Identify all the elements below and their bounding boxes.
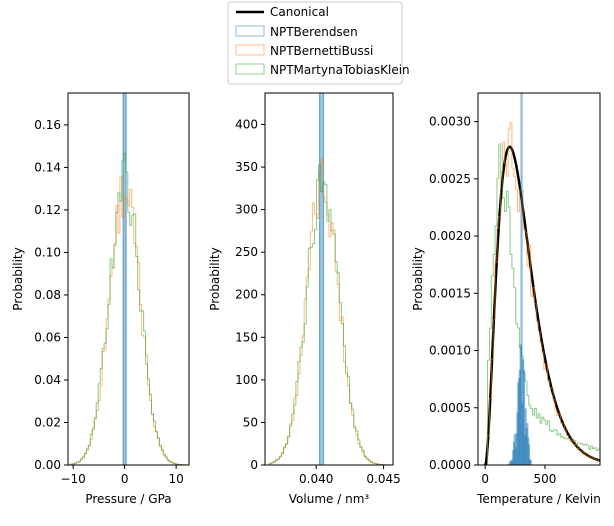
volume-y-tick-label: 0 (250, 458, 258, 472)
volume-series-nptmartyna-tobias-klein (268, 164, 393, 465)
pressure-y-tick-label: 0.12 (34, 203, 61, 217)
volume-y-tick-label: 250 (235, 245, 258, 259)
volume-y-tick-label: 50 (243, 415, 258, 429)
pressure-series-nptberendsen (122, 93, 127, 465)
volume-axes-frame (264, 92, 394, 466)
volume-series-nptberendsen (319, 93, 325, 465)
temperature-y-tick-label: 0.0025 (429, 172, 471, 186)
legend-label-canonical: Canonical (270, 5, 329, 19)
temperature-series-nptberendsen-bin (527, 444, 531, 465)
pressure-series-nptmartyna-tobias-klein (70, 153, 189, 465)
volume-x-axis-label: Volume / nm³ (289, 492, 370, 506)
volume-y-tick-label: 350 (235, 160, 258, 174)
legend-label-npt-bernetti-bussi: NPTBernettiBussi (270, 44, 373, 58)
temperature-series-nptberendsen-bin (520, 93, 523, 465)
temperature-series-nptberendsen-bin (529, 459, 532, 465)
legend-frame (227, 1, 403, 85)
legend-swatch-npt-martyna-tobias-klein (235, 63, 265, 75)
temperature-y-tick-label: 0.0000 (429, 458, 471, 472)
temperature-series-nptberendsen-bin (522, 369, 526, 465)
pressure-panel: −10 0 10 0.00 0.02 0.04 0.06 0.08 0.10 0.12 0.14 0.… (11, 92, 190, 506)
legend-label-npt-martyna-tobias-klein: NPTMartynaTobiasKlein (270, 63, 410, 77)
pressure-x-tick-label: 0 (121, 472, 129, 486)
temperature-plot-area (484, 93, 600, 465)
legend-swatch-npt-bernetti-bussi (235, 44, 265, 56)
pressure-y-tick-label: 0.10 (34, 245, 61, 259)
volume-y-tick-label: 300 (235, 203, 258, 217)
legend-swatch-npt-berendsen (235, 25, 265, 37)
volume-x-tick-label: 0.045 (366, 472, 400, 486)
pressure-y-axis-label: Probability (11, 247, 25, 310)
temperature-x-tick-label: 0 (481, 472, 489, 486)
temperature-y-tick-label: 0.0010 (429, 344, 471, 358)
pressure-x-tick-label: −10 (60, 472, 85, 486)
legend: Canonical NPTBerendsen NPTBernettiBussi … (227, 1, 410, 85)
legend-label-npt-berendsen: NPTBerendsen (270, 25, 358, 39)
volume-y-tick-label: 400 (235, 117, 258, 131)
temperature-series-nptmartyna-tobias-klein (487, 143, 600, 465)
pressure-x-axis-label: Pressure / GPa (85, 492, 171, 506)
temperature-y-tick-label: 0.0005 (429, 401, 471, 415)
temperature-y-tick-label: 0.0030 (429, 115, 471, 129)
volume-panel: 0.040 0.045 0 50 100 150 200 250 300 350 400 Volume… (208, 92, 401, 506)
volume-x-tick-label: 0.040 (299, 472, 333, 486)
pressure-y-tick-label: 0.00 (34, 458, 61, 472)
volume-y-tick-label: 200 (235, 288, 258, 302)
pressure-y-tick-label: 0.08 (34, 288, 61, 302)
volume-plot-area (268, 93, 393, 465)
volume-y-tick-label: 150 (235, 330, 258, 344)
pressure-y-tick-label: 0.14 (34, 160, 61, 174)
temperature-panel: 0 500 0.0000 0.0005 0.0010 0.0015 0.0020 0.0025… (411, 92, 601, 506)
pressure-y-tick-label: 0.16 (34, 118, 61, 132)
temperature-y-axis-label: Probability (411, 247, 425, 310)
volume-y-tick-label: 100 (235, 373, 258, 387)
pressure-axes-frame (67, 92, 190, 466)
temperature-x-tick-label: 500 (534, 472, 557, 486)
temperature-series-nptberendsen (502, 93, 532, 465)
pressure-plot-area (70, 93, 189, 465)
temperature-y-tick-label: 0.0020 (429, 229, 471, 243)
pressure-x-tick-label: 10 (168, 472, 183, 486)
pressure-y-tick-label: 0.04 (34, 373, 61, 387)
temperature-y-tick-label: 0.0015 (429, 286, 471, 300)
temperature-axes-frame (477, 92, 601, 466)
pressure-y-tick-label: 0.02 (34, 415, 61, 429)
volume-y-axis-label: Probability (208, 247, 222, 310)
pressure-y-tick-label: 0.06 (34, 330, 61, 344)
volume-series-nptbernetti-bussi (268, 159, 393, 465)
temperature-series-nptbernetti-bussi (487, 122, 600, 465)
temperature-x-axis-label: Temperature / Kelvin (476, 492, 601, 506)
